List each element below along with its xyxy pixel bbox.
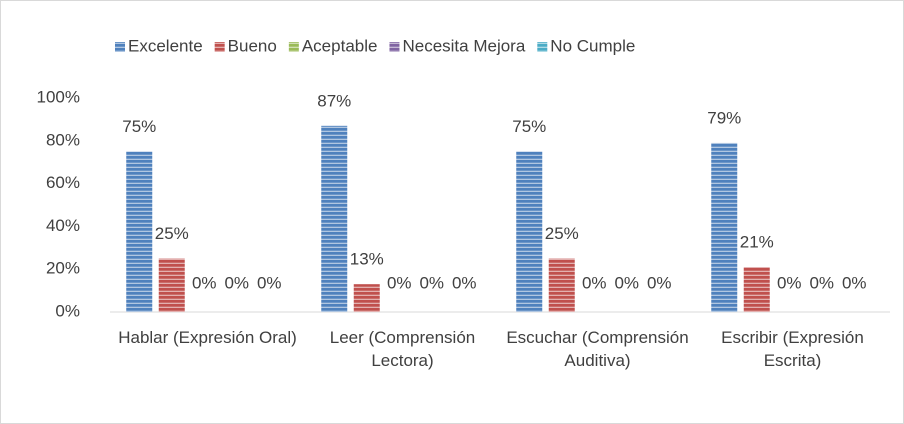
x-tick-label: Escuchar (Comprensión Auditiva): [506, 328, 689, 370]
bar: [353, 284, 380, 312]
legend-label: Aceptable: [302, 36, 378, 55]
data-label: 0%: [777, 273, 802, 292]
legend-swatch: [115, 42, 125, 52]
bar: [711, 142, 738, 312]
data-label: 0%: [224, 273, 249, 292]
data-label: 79%: [707, 108, 741, 127]
data-label: 75%: [122, 117, 156, 136]
y-tick-label: 40%: [46, 216, 80, 235]
legend-label: Bueno: [228, 36, 277, 55]
bar: [516, 151, 543, 312]
data-label: 13%: [350, 250, 384, 269]
x-tick-label: Hablar (Expresión Oral): [118, 328, 297, 347]
bar: [126, 151, 153, 312]
y-tick-label: 80%: [46, 130, 80, 149]
y-tick-label: 0%: [55, 301, 80, 320]
bar: [158, 258, 185, 312]
data-label: 0%: [582, 273, 607, 292]
data-label: 25%: [155, 224, 189, 243]
y-tick-label: 60%: [46, 173, 80, 192]
data-label: 21%: [740, 233, 774, 252]
data-label: 0%: [647, 273, 672, 292]
legend-label: Necesita Mejora: [402, 36, 525, 55]
x-tick-label: Leer (Comprensión Lectora): [329, 328, 476, 370]
data-label: 0%: [257, 273, 282, 292]
x-tick-label: Escribir (Expresión Escrita): [721, 328, 864, 370]
legend-label: Excelente: [128, 36, 203, 55]
bar: [548, 258, 575, 312]
data-label: 0%: [842, 273, 867, 292]
data-label: 87%: [317, 91, 351, 110]
y-tick-label: 100%: [37, 87, 80, 106]
legend-label: No Cumple: [550, 36, 635, 55]
legend-swatch: [537, 42, 548, 52]
y-tick-label: 20%: [46, 259, 80, 278]
bar: [743, 267, 770, 312]
legend-swatch: [389, 42, 400, 52]
data-label: 75%: [512, 117, 546, 136]
data-label: 0%: [614, 273, 639, 292]
data-label: 0%: [809, 273, 834, 292]
data-label: 0%: [452, 273, 477, 292]
bar: [321, 125, 348, 312]
data-label: 0%: [192, 273, 217, 292]
legend-swatch: [214, 42, 225, 52]
data-label: 0%: [387, 273, 412, 292]
data-label: 25%: [545, 224, 579, 243]
legend-swatch: [288, 42, 299, 52]
data-label: 0%: [419, 273, 444, 292]
